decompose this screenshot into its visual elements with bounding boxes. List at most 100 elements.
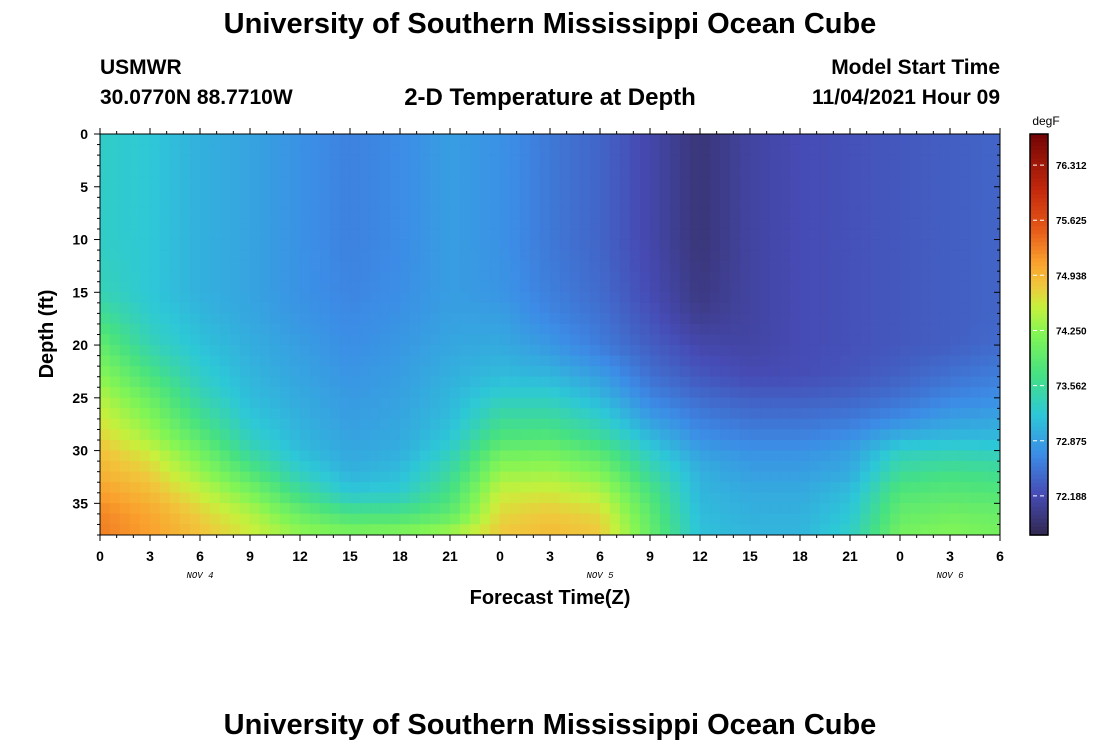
heatmap-cell	[759, 134, 771, 146]
heatmap-cell	[109, 460, 121, 473]
heatmap-cell	[139, 144, 151, 156]
heatmap-cell	[139, 387, 151, 399]
heatmap-cell	[479, 154, 491, 167]
heatmap-cell	[599, 165, 611, 177]
heatmap-cell	[549, 471, 561, 483]
heatmap-cell	[339, 366, 351, 378]
heatmap-cell	[749, 292, 761, 304]
heatmap-cell	[869, 313, 881, 325]
heatmap-cell	[339, 197, 351, 209]
heatmap-cell	[379, 144, 391, 156]
heatmap-cell	[929, 503, 941, 515]
heatmap-cell	[299, 271, 311, 283]
heatmap-cell	[829, 218, 841, 230]
heatmap-cell	[459, 439, 471, 452]
heatmap-cell	[269, 260, 281, 272]
heatmap-cell	[989, 186, 1000, 199]
heatmap-cell	[799, 228, 811, 241]
heatmap-cell	[869, 207, 881, 220]
heatmap-cell	[809, 239, 821, 251]
heatmap-cell	[139, 460, 151, 473]
heatmap-cell	[489, 471, 501, 483]
heatmap-cell	[839, 218, 851, 230]
heatmap-cell	[469, 176, 481, 188]
heatmap-cell	[339, 239, 351, 251]
heatmap-cell	[119, 482, 131, 494]
heatmap-cell	[779, 197, 791, 209]
heatmap-cell	[289, 503, 301, 515]
heatmap-cell	[669, 176, 681, 188]
heatmap-cell	[779, 524, 791, 535]
heatmap-cell	[389, 207, 401, 220]
heatmap-cell	[699, 429, 711, 441]
heatmap-cell	[859, 144, 871, 156]
heatmap-cell	[429, 482, 441, 494]
heatmap-cell	[659, 503, 671, 515]
heatmap-cell	[779, 292, 791, 304]
heatmap-cell	[369, 260, 381, 272]
colorbar-swatch	[1029, 230, 1049, 235]
heatmap-cell	[919, 513, 931, 526]
colorbar: 76.31275.62574.93874.25073.56272.87572.1…	[1029, 133, 1087, 536]
heatmap-cell	[109, 302, 121, 315]
heatmap-cell	[229, 228, 241, 241]
heatmap-cell	[769, 460, 781, 473]
heatmap-cell	[149, 197, 161, 209]
heatmap-cell	[599, 460, 611, 473]
heatmap-cell	[459, 239, 471, 251]
heatmap-cell	[279, 387, 291, 399]
heatmap-cell	[239, 260, 251, 272]
heatmap-cell	[599, 429, 611, 441]
heatmap-cell	[269, 281, 281, 294]
heatmap-cell	[939, 429, 951, 441]
heatmap-cell	[989, 524, 1000, 535]
heatmap-cell	[239, 186, 251, 199]
heatmap-cell	[119, 176, 131, 188]
heatmap-cell	[349, 281, 361, 294]
heatmap-cell	[779, 513, 791, 526]
heatmap-cell	[549, 334, 561, 346]
heatmap-cell	[549, 313, 561, 325]
heatmap-cell	[369, 197, 381, 209]
heatmap-cell	[299, 418, 311, 431]
heatmap-cell	[719, 239, 731, 251]
heatmap-cell	[119, 292, 131, 304]
heatmap-cell	[629, 503, 641, 515]
heatmap-cell	[349, 355, 361, 367]
heatmap-cell	[729, 450, 741, 462]
heatmap-cell	[409, 418, 421, 431]
heatmap-cell	[399, 323, 411, 336]
heatmap-cell	[459, 471, 471, 483]
heatmap-cell	[989, 492, 1000, 505]
heatmap-cell	[539, 471, 551, 483]
heatmap-cell	[639, 186, 651, 199]
heatmap-cell	[100, 228, 111, 241]
colorbar-swatch	[1029, 161, 1049, 167]
heatmap-cell	[799, 429, 811, 441]
heatmap-cell	[389, 218, 401, 230]
heatmap-cell	[479, 281, 491, 294]
heatmap-cell	[589, 207, 601, 220]
heatmap-cell	[179, 302, 191, 315]
heatmap-cell	[159, 503, 171, 515]
heatmap-cell	[459, 228, 471, 241]
heatmap-cell	[829, 292, 841, 304]
heatmap-cell	[969, 408, 981, 420]
heatmap-cell	[249, 260, 261, 272]
heatmap-cell	[279, 450, 291, 462]
heatmap-cell	[619, 134, 631, 146]
heatmap-cell	[849, 323, 861, 336]
heatmap-cell	[329, 186, 341, 199]
heatmap-cell	[159, 429, 171, 441]
heatmap-cell	[679, 239, 691, 251]
heatmap-cell	[399, 218, 411, 230]
heatmap-cell	[509, 513, 521, 526]
heatmap-cell	[799, 482, 811, 494]
heatmap-cell	[979, 471, 991, 483]
heatmap-cell	[599, 450, 611, 462]
heatmap-cell	[239, 249, 251, 262]
heatmap-cell	[169, 366, 181, 378]
heatmap-cell	[989, 439, 1000, 452]
heatmap-cell	[829, 197, 841, 209]
heatmap-cell	[679, 165, 691, 177]
